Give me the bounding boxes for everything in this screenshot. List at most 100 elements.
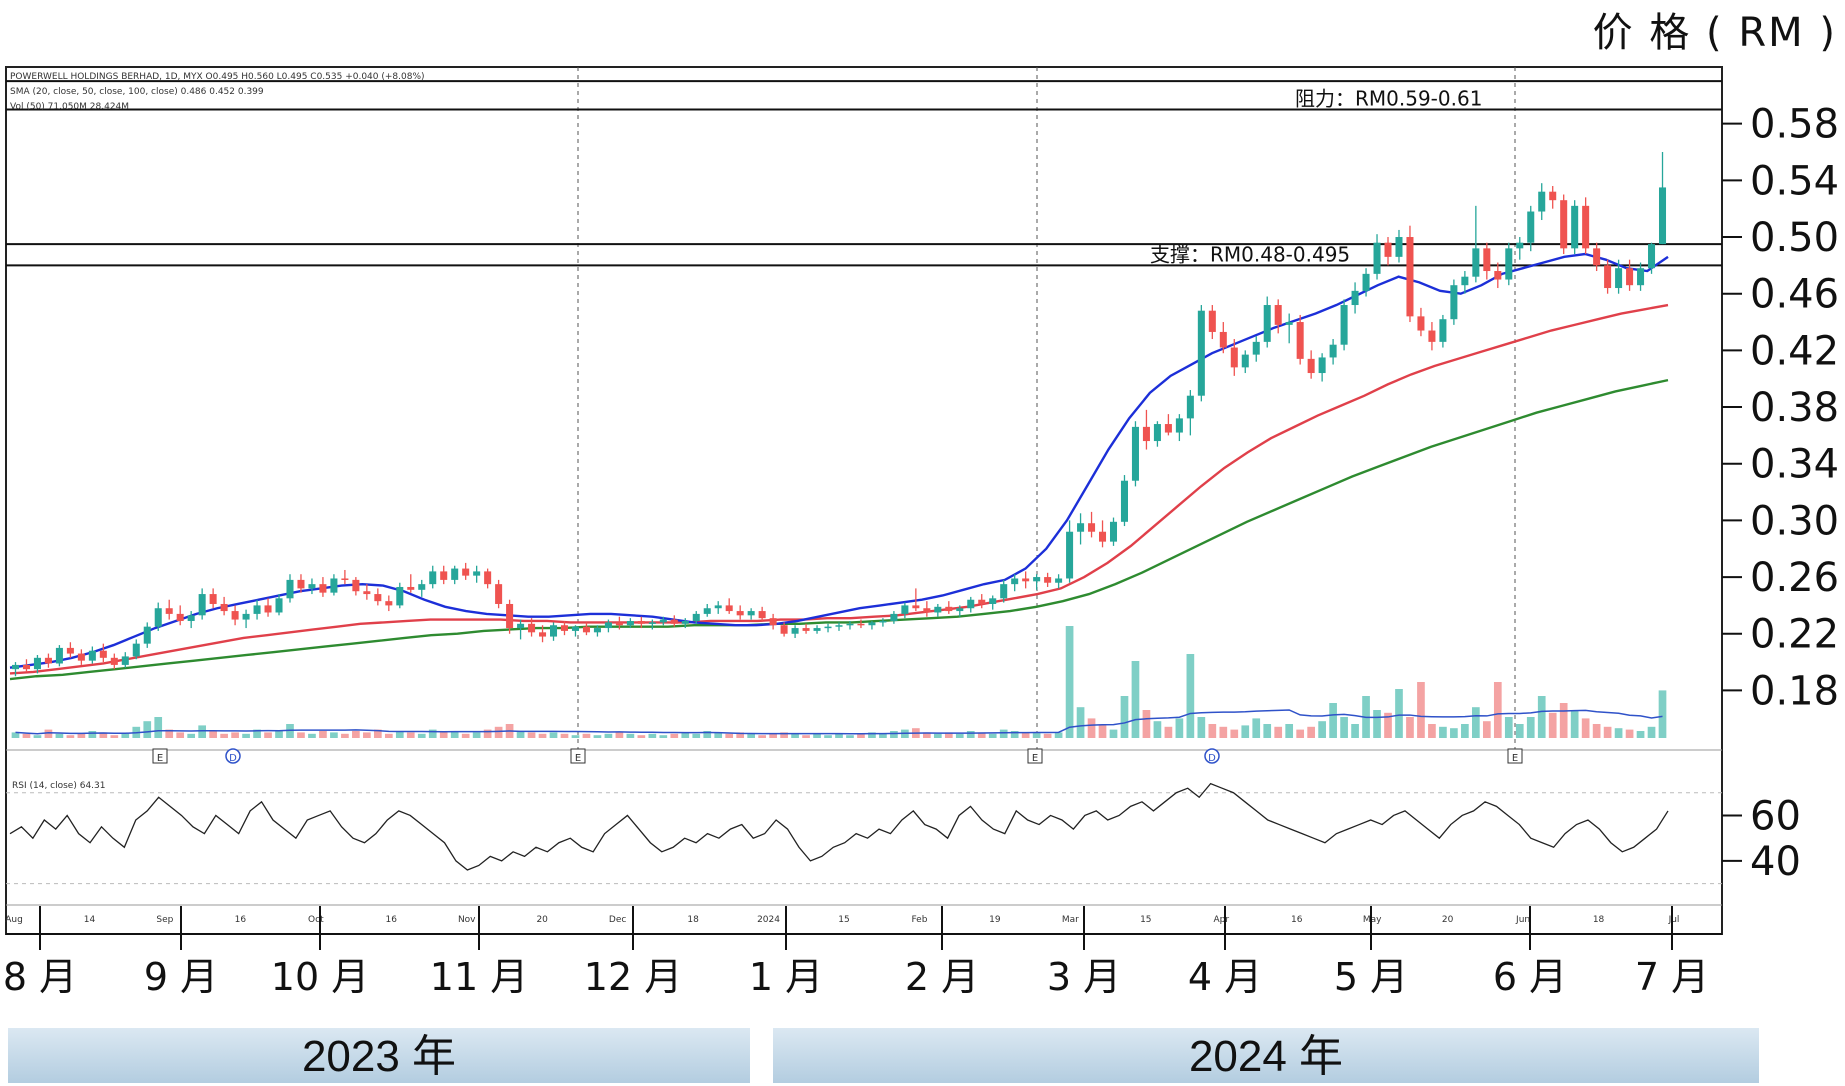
candle [956,605,964,617]
candle-body [582,626,590,633]
candle [1318,353,1326,382]
volume-bar [395,731,404,738]
candle-body [615,622,623,626]
volume-bar [363,732,371,738]
price-tick-label: 0.42 [1750,328,1839,374]
volume-bar [1625,729,1634,738]
volume-bar [373,729,382,738]
candle-body [1483,248,1491,272]
candle-body [1263,305,1271,342]
candle-body [912,605,920,609]
volume-bar [626,733,635,738]
candle-body [220,603,228,612]
earnings-marker [1027,748,1043,764]
small-date-label: Dec [609,915,626,925]
volume-bar [330,732,338,738]
price-axis: 0.58 0.54 0.50 0.46 0.42 0.38 0.34 0.30 0.26 0.22… [1722,102,1839,714]
candle [1208,305,1216,340]
candle-body [341,578,349,580]
candle [1033,574,1041,590]
volume-bar [1417,682,1425,738]
volume-bar [242,733,250,738]
candle-body [978,599,986,604]
volume-bar [264,732,272,738]
candle-body [506,603,514,629]
event-marker-label: E [157,753,163,764]
ticker-info-line: POWERWELL HOLDINGS BERHAD, 1D, MYX O0.49… [10,72,425,82]
candle-body [1077,523,1085,532]
volume-bar [1318,721,1326,738]
volume-bar [1252,718,1261,738]
small-date-label: 14 [84,915,96,925]
candle [813,625,821,634]
candle-body [253,605,261,614]
candle [198,588,206,620]
candle-body [703,608,711,614]
candle-body [967,599,975,609]
candle [967,596,975,613]
price-tick-label: 0.18 [1750,668,1839,714]
candle-body [418,584,426,590]
candle-body [1329,344,1337,358]
candle [484,568,492,589]
candle-body [1439,319,1447,342]
candle-body [1241,354,1249,368]
volume-bar [253,729,261,738]
candle-body [813,628,821,631]
candle-body [330,578,338,593]
candle-body [308,584,316,589]
candle-body [198,594,206,616]
candle [1088,511,1096,538]
candle-body [286,579,294,599]
candle [77,649,85,665]
small-date-label: 2024 [757,915,780,925]
candle [604,619,612,633]
candle [681,618,689,629]
divider-lines [6,67,1722,906]
candle [1483,242,1491,280]
candle-body [571,626,579,631]
price-tick-label: 0.22 [1750,612,1839,658]
candle-body [901,605,909,614]
volume-bar [922,732,931,738]
candle-body [1274,305,1282,325]
volume-bar [44,729,53,738]
candle-body [1307,358,1315,374]
volume-bar [11,732,20,738]
volume-bar [1603,726,1612,738]
candle-body [1362,273,1370,291]
candle [824,623,832,633]
candle-body [231,611,239,620]
candle [703,603,711,617]
candle [154,602,162,631]
candle-body [495,584,503,604]
volume-bar [670,733,679,738]
volume-bar [791,733,799,738]
candle-body [176,613,184,621]
candle-body [604,622,612,629]
volume-bar [1559,703,1568,738]
price-tick-label: 0.58 [1750,102,1839,148]
volume-bar [1482,721,1491,738]
volume-bar [1384,712,1392,738]
volume-bar [88,731,97,738]
candle [1538,183,1546,221]
candlesticks [11,152,1667,677]
candle-body [1011,578,1019,585]
candle [769,613,777,630]
small-date-label: 15 [838,915,849,925]
candle [659,616,667,626]
candle-body [692,613,700,621]
volume-bar [703,731,712,738]
volume-bar [1439,726,1447,738]
event-marker-label: E [1512,753,1518,764]
volume-bars [11,626,1667,738]
volume-bar [1164,726,1173,738]
candle [879,618,887,627]
volume-bar [747,733,756,738]
month-label: 12 月 [584,955,682,999]
event-marker-label: D [229,753,237,764]
candle [11,662,20,677]
candle [66,642,74,658]
